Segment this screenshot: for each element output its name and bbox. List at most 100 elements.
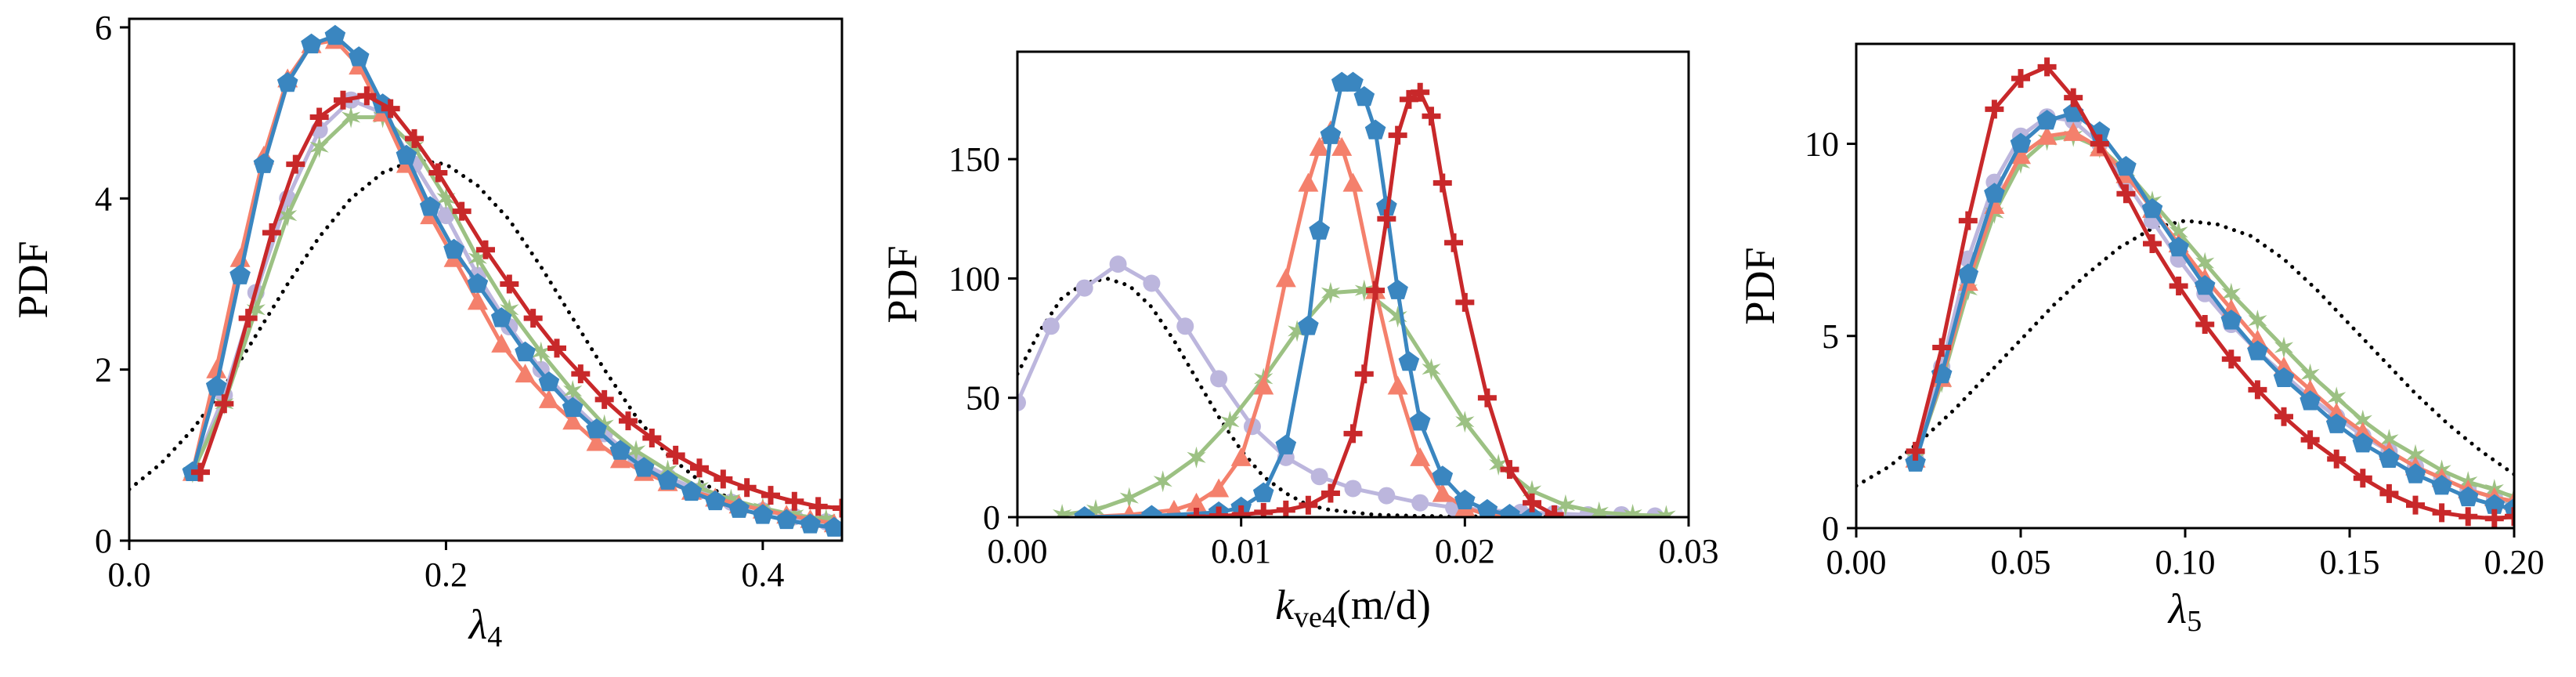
- data-point-series-green: [1119, 487, 1139, 509]
- series-series-red: [1187, 82, 1564, 517]
- data-point-series-blue: [229, 264, 251, 284]
- y-tick-label: 50: [966, 379, 1000, 418]
- data-point-series-blue: [467, 273, 489, 293]
- data-point-series-salmon: [229, 248, 251, 267]
- data-point-series-red: [2221, 349, 2241, 369]
- y-tick-label: 0: [983, 498, 1000, 537]
- data-point-series-red: [808, 497, 828, 516]
- x-axis-label: λ5: [2167, 585, 2202, 638]
- data-point-series-blue: [253, 153, 275, 173]
- data-point-series-red: [2406, 495, 2425, 515]
- data-point-series-red: [215, 394, 234, 414]
- y-tick-label: 0: [1822, 509, 1839, 548]
- x-tick-label: 0.2: [425, 556, 468, 594]
- data-point-series-red: [1906, 441, 1925, 461]
- y-tick-label: 2: [95, 351, 112, 389]
- data-point-series-lavender: [1344, 480, 1362, 498]
- data-point-series-lavender: [437, 207, 455, 225]
- data-point-series-red: [2116, 184, 2136, 204]
- data-point-series-blue: [2010, 132, 2032, 153]
- data-point-series-red: [238, 309, 258, 328]
- data-point-series-blue: [586, 418, 607, 439]
- data-point-series-salmon: [1331, 136, 1353, 156]
- data-point-series-green: [500, 299, 519, 321]
- data-point-series-blue: [1409, 411, 1431, 431]
- data-point-series-red: [2484, 509, 2504, 528]
- data-point-series-blue: [728, 498, 750, 518]
- data-point-series-salmon: [2326, 402, 2347, 422]
- data-point-series-red: [523, 309, 543, 328]
- data-point-series-blue: [1353, 85, 1375, 107]
- data-point-series-blue: [490, 307, 512, 328]
- data-point-series-lavender: [1411, 494, 1429, 512]
- data-point-series-salmon: [1209, 478, 1230, 498]
- data-point-series-blue: [2247, 340, 2268, 360]
- data-point-series-blue: [1387, 279, 1408, 299]
- data-point-series-blue: [538, 371, 560, 392]
- data-point-series-red: [690, 458, 709, 478]
- plot-area: [1856, 57, 2514, 528]
- data-point-series-red: [2169, 277, 2188, 295]
- chart-panel-2: 0.00 0.01 0.02 0.03 0 50 100 150 PDF kve4(m/d): [879, 50, 1719, 634]
- data-point-series-red: [1377, 209, 1396, 229]
- data-point-series-green: [1589, 501, 1609, 517]
- series-prior: [129, 157, 842, 524]
- chart-panel-3: 0.00 0.05 0.10 0.15 0.20 0 5 10 PDF λ5: [1736, 42, 2545, 638]
- data-point-series-blue: [2220, 310, 2242, 330]
- data-point-series-blue: [2115, 156, 2137, 176]
- data-point-series-lavender: [1310, 468, 1328, 486]
- data-point-series-red: [286, 154, 305, 174]
- data-point-series-red: [785, 491, 804, 511]
- series-line-prior: [129, 157, 842, 524]
- data-point-series-red: [666, 445, 685, 465]
- data-point-series-lavender: [1176, 317, 1194, 335]
- data-point-series-red: [1500, 460, 1519, 480]
- data-point-series-blue: [1074, 506, 1095, 517]
- data-point-series-salmon: [2300, 379, 2321, 399]
- y-tick-label: 5: [1822, 317, 1839, 356]
- data-point-series-lavender: [1109, 255, 1127, 273]
- data-point-series-blue: [2352, 433, 2374, 453]
- data-point-series-red: [2327, 449, 2347, 469]
- data-point-series-blue: [515, 341, 536, 362]
- data-point-series-salmon: [2011, 145, 2031, 165]
- data-point-series-green: [2221, 282, 2241, 305]
- data-point-series-red: [1321, 483, 1340, 503]
- data-point-series-red: [619, 411, 638, 431]
- data-point-series-blue: [752, 504, 774, 524]
- data-point-series-red: [1411, 82, 1430, 102]
- data-point-series-salmon: [1342, 172, 1364, 192]
- data-point-series-red: [2011, 69, 2030, 89]
- data-point-series-green: [1422, 358, 1441, 381]
- data-point-series-salmon: [1387, 375, 1408, 395]
- data-point-series-blue: [205, 375, 227, 396]
- data-point-series-red: [2064, 88, 2083, 107]
- data-point-series-green: [1455, 411, 1475, 433]
- data-point-series-red: [1231, 505, 1251, 517]
- data-point-series-green: [1657, 505, 1676, 517]
- series-line-series-red: [198, 93, 842, 510]
- data-point-series-red: [2195, 315, 2215, 335]
- series-series-blue: [1905, 102, 2514, 518]
- data-point-series-blue: [2325, 413, 2347, 433]
- y-tick-label: 100: [948, 259, 1000, 298]
- data-point-series-salmon: [1298, 172, 1319, 192]
- y-axis-label: PDF: [879, 245, 926, 323]
- data-point-series-red: [1985, 100, 2004, 119]
- y-axis-label: PDF: [9, 241, 56, 318]
- data-point-series-blue: [2194, 275, 2216, 295]
- data-point-series-red: [2505, 507, 2514, 527]
- data-point-series-blue: [1342, 71, 1364, 92]
- series-line-prior: [1017, 276, 1557, 517]
- data-point-series-red: [2300, 430, 2320, 450]
- data-point-series-red: [476, 240, 495, 259]
- data-point-series-blue: [1298, 315, 1319, 335]
- data-point-series-green: [436, 187, 456, 210]
- data-point-series-red: [547, 338, 566, 358]
- data-point-series-blue: [657, 469, 678, 490]
- data-point-series-salmon: [515, 364, 536, 383]
- data-point-series-blue: [2300, 390, 2321, 411]
- data-point-series-blue: [2431, 475, 2452, 495]
- data-point-series-green: [1220, 411, 1240, 433]
- data-point-series-red: [571, 364, 591, 384]
